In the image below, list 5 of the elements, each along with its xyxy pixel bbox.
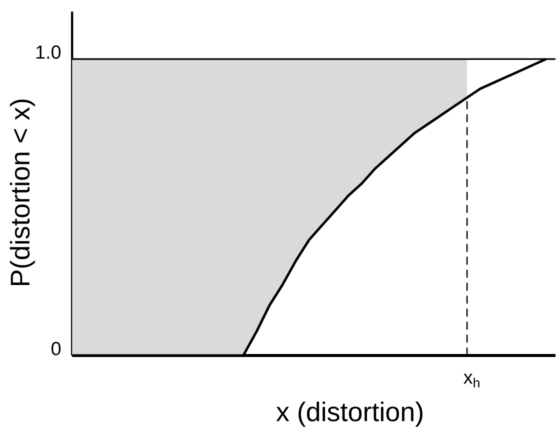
y-tick-label: 1.0 (36, 45, 61, 59)
y-tick-label: 0 (52, 342, 61, 356)
y-axis-title: P(distortion < x) (10, 100, 35, 286)
x-axis-title: x (distortion) (276, 402, 422, 427)
x-tick-label: x$_{h}$ (464, 374, 480, 388)
